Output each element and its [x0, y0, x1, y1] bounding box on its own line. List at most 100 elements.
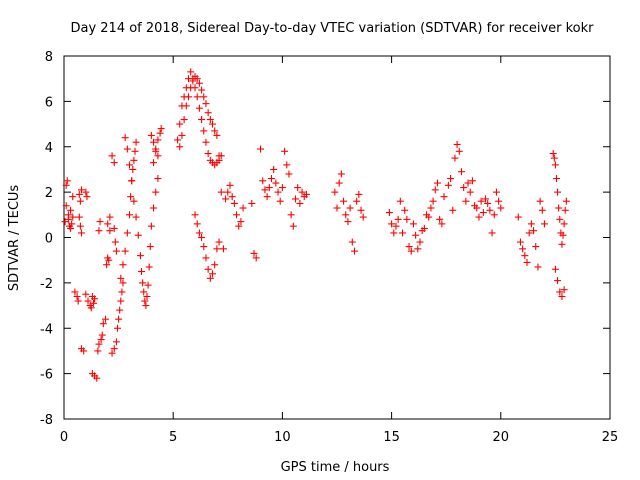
- data-point: [355, 190, 363, 198]
- data-point: [156, 129, 164, 137]
- data-point: [127, 193, 135, 201]
- y-tick-label: -2: [40, 277, 53, 292]
- data-point: [436, 215, 444, 223]
- data-point: [118, 288, 126, 296]
- data-point: [77, 229, 85, 237]
- data-point: [75, 190, 83, 198]
- data-point: [130, 197, 138, 205]
- data-point: [110, 159, 118, 167]
- data-point: [335, 179, 343, 187]
- data-point: [222, 195, 230, 203]
- data-point: [482, 195, 490, 203]
- data-point: [556, 288, 564, 296]
- data-point: [154, 136, 162, 144]
- y-tick-label: -8: [40, 413, 53, 428]
- data-point: [141, 297, 149, 305]
- data-point: [202, 138, 210, 146]
- data-point: [473, 204, 481, 212]
- data-point: [403, 215, 411, 223]
- data-point: [62, 202, 70, 210]
- data-point: [333, 204, 341, 212]
- data-point: [80, 347, 88, 355]
- data-point: [350, 247, 358, 255]
- data-point: [204, 150, 212, 158]
- data-point: [516, 238, 524, 246]
- data-point: [76, 222, 84, 230]
- data-point: [226, 181, 234, 189]
- data-point: [440, 193, 448, 201]
- data-point: [145, 263, 153, 271]
- data-point: [466, 188, 474, 196]
- x-tick-label: 20: [493, 430, 510, 445]
- data-point: [281, 147, 289, 155]
- y-axis-label: SDTVAR / TECUs: [7, 185, 22, 292]
- data-point: [392, 222, 400, 230]
- data-point: [561, 206, 569, 214]
- data-point: [213, 131, 221, 139]
- data-point: [103, 261, 111, 269]
- data-point: [87, 304, 95, 312]
- data-point: [187, 68, 195, 76]
- data-point: [250, 249, 258, 257]
- data-point: [294, 184, 302, 192]
- x-tick-label: 15: [383, 430, 400, 445]
- data-point: [525, 229, 533, 237]
- data-point: [132, 138, 140, 146]
- data-point: [519, 245, 527, 253]
- data-point: [265, 184, 273, 192]
- x-tick-label: 10: [274, 430, 291, 445]
- data-point: [233, 211, 241, 219]
- data-point: [68, 220, 76, 228]
- data-point: [486, 206, 494, 214]
- data-point: [121, 134, 129, 142]
- data-point: [106, 227, 114, 235]
- data-point: [237, 218, 245, 226]
- data-point: [283, 161, 291, 169]
- data-point: [457, 168, 465, 176]
- data-point: [228, 193, 236, 201]
- data-point: [289, 222, 297, 230]
- data-point: [425, 213, 433, 221]
- data-point: [69, 193, 77, 201]
- data-point: [331, 188, 339, 196]
- data-point: [302, 190, 310, 198]
- data-point: [136, 252, 144, 260]
- data-point: [530, 227, 538, 235]
- y-tick-label: 0: [45, 232, 53, 247]
- data-point: [453, 140, 461, 148]
- data-point: [178, 131, 186, 139]
- data-point: [285, 170, 293, 178]
- data-point: [556, 215, 564, 223]
- data-point: [180, 116, 188, 124]
- data-point: [143, 292, 151, 300]
- data-point: [106, 213, 114, 221]
- data-point: [274, 188, 282, 196]
- data-point: [193, 220, 201, 228]
- data-point: [497, 204, 505, 212]
- data-point: [195, 229, 203, 237]
- data-point: [195, 79, 203, 87]
- data-point: [119, 279, 127, 287]
- data-point: [97, 336, 105, 344]
- data-point: [101, 315, 109, 323]
- data-point: [344, 218, 352, 226]
- data-point: [150, 138, 158, 146]
- data-point: [200, 127, 208, 135]
- data-point: [117, 297, 125, 305]
- data-point: [427, 204, 435, 212]
- data-point: [116, 306, 124, 314]
- data-point: [74, 297, 82, 305]
- data-point: [263, 193, 271, 201]
- data-point: [154, 152, 162, 160]
- data-point: [451, 154, 459, 162]
- data-point: [536, 197, 544, 205]
- data-point: [129, 165, 137, 173]
- data-point: [110, 345, 118, 353]
- data-point: [130, 156, 138, 164]
- data-point: [193, 93, 201, 101]
- data-point: [492, 188, 500, 196]
- data-point: [132, 213, 140, 221]
- data-point: [215, 238, 223, 246]
- data-point: [401, 206, 409, 214]
